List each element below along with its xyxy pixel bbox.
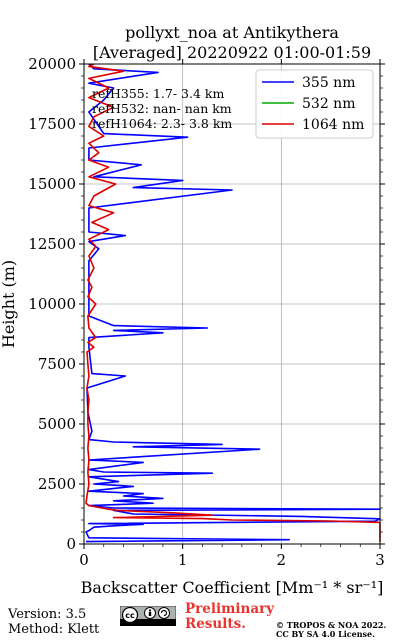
copyright-notice: © TROPOS & NOA 2022. CC BY SA 4.0 Licens…	[276, 621, 386, 639]
y-tick-label: 15000	[28, 175, 76, 193]
legend-box	[255, 69, 374, 139]
preliminary-line: Preliminary	[185, 601, 275, 617]
y-axis-ticks: 0 2500 5000 7500 10000 12500 15000 17500 20000	[28, 55, 385, 553]
annotation-refh532: refH532: nan- nan km	[92, 101, 232, 116]
x-axis-label: Backscatter Coefficient [Mm⁻¹ * sr⁻¹]	[81, 578, 384, 597]
legend-label-532: 532 nm	[302, 96, 355, 112]
backscatter-profile-chart: pollyxt_noa at Antikythera [Averaged] 20…	[0, 23, 385, 597]
legend-label-355: 355 nm	[302, 75, 355, 91]
chart-title-line2: [Averaged] 20220922 01:00-01:59	[93, 43, 371, 62]
y-axis-label: Height (m)	[0, 260, 18, 348]
copyright-line1: © TROPOS & NOA 2022.	[276, 620, 387, 630]
chart-title: pollyxt_noa at Antikythera [Averaged] 20…	[93, 23, 371, 62]
y-tick-label: 12500	[28, 235, 76, 253]
y-tick-label: 7500	[38, 355, 76, 373]
series-line-1064-nm	[85, 63, 381, 542]
legend-label-1064: 1064 nm	[302, 117, 364, 133]
reference-height-annotations: refH355: 1.7- 3.4 km refH532: nan- nan k…	[92, 86, 232, 131]
cc-by-sa-icon: cc	[120, 606, 176, 626]
legend: 355 nm 532 nm 1064 nm	[255, 69, 374, 139]
annotation-refh1064: refH1064: 2.3- 3.8 km	[92, 116, 232, 131]
y-tick-label: 20000	[28, 55, 76, 73]
y-tick-label: 10000	[28, 295, 76, 313]
y-tick-label: 5000	[38, 415, 76, 433]
svg-text:cc: cc	[125, 611, 135, 620]
results-line: Results.	[185, 616, 246, 632]
x-tick-label: 2	[277, 551, 287, 569]
method-label: Method: Klett	[8, 622, 100, 637]
x-axis-ticks: 0 1 2 3	[79, 59, 385, 569]
preliminary-results-label: Preliminary Results.	[185, 602, 274, 632]
x-tick-label: 1	[178, 551, 188, 569]
version-label: Version: 3.5	[8, 607, 87, 622]
series-line-355-nm	[85, 63, 381, 543]
chart-title-line1: pollyxt_noa at Antikythera	[125, 23, 339, 42]
x-tick-label: 0	[79, 551, 89, 569]
x-tick-label: 3	[375, 551, 385, 569]
y-tick-label: 2500	[38, 475, 76, 493]
series-lines	[85, 63, 381, 543]
annotation-refh355: refH355: 1.7- 3.4 km	[92, 86, 224, 101]
y-tick-label: 17500	[28, 115, 76, 133]
y-tick-label: 0	[66, 535, 76, 553]
copyright-line2: CC BY SA 4.0 License.	[276, 629, 375, 639]
